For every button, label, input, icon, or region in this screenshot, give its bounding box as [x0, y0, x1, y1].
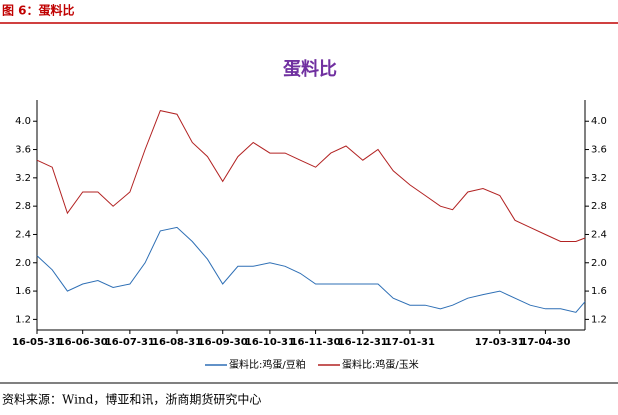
y-tick-label: 4.0 [15, 116, 31, 127]
x-tick-label: 16-12-31 [338, 337, 388, 348]
y2-tick-label: 2.4 [591, 229, 607, 240]
x-tick-label: 16-09-30 [198, 337, 248, 348]
y-tick-label: 2.0 [15, 258, 31, 269]
x-tick-label: 16-11-30 [291, 337, 341, 348]
y2-tick-label: 1.2 [591, 314, 607, 325]
x-tick-label: 17-01-31 [385, 337, 435, 348]
y2-tick-label: 1.6 [591, 286, 607, 297]
y2-tick-label: 2.0 [591, 258, 607, 269]
x-tick-label: 16-08-31 [152, 337, 202, 348]
x-tick-label: 17-04-30 [520, 337, 570, 348]
legend-label: 蛋料比:鸡蛋/玉米 [342, 358, 419, 371]
header: 图 6：蛋料比 [2, 3, 75, 18]
y-tick-label: 3.2 [15, 173, 31, 184]
y-tick-label: 1.2 [15, 314, 31, 325]
y2-tick-label: 4.0 [591, 116, 607, 127]
y-tick-label: 2.8 [15, 201, 31, 212]
x-tick-label: 17-03-31 [475, 337, 525, 348]
x-tick-label: 16-10-31 [245, 337, 295, 348]
source: 资料来源：Wind，博亚和讯，浙商期货研究中心 [2, 392, 261, 407]
x-tick-label: 16-06-30 [58, 337, 108, 348]
legend-label: 蛋料比:鸡蛋/豆粕 [229, 358, 306, 371]
y-tick-label: 2.4 [15, 229, 31, 240]
y2-tick-label: 2.8 [591, 201, 607, 212]
y-tick-label: 1.6 [15, 286, 31, 297]
series-line [36, 226, 586, 313]
y-tick-label: 3.6 [15, 145, 31, 156]
y2-tick-label: 3.2 [591, 173, 607, 184]
y2-tick-label: 3.6 [591, 145, 607, 156]
series-line [36, 110, 586, 242]
x-tick-label: 16-07-31 [105, 337, 155, 348]
x-tick-label: 16-05-31 [12, 337, 62, 348]
chart-title: 蛋料比 [283, 58, 337, 80]
